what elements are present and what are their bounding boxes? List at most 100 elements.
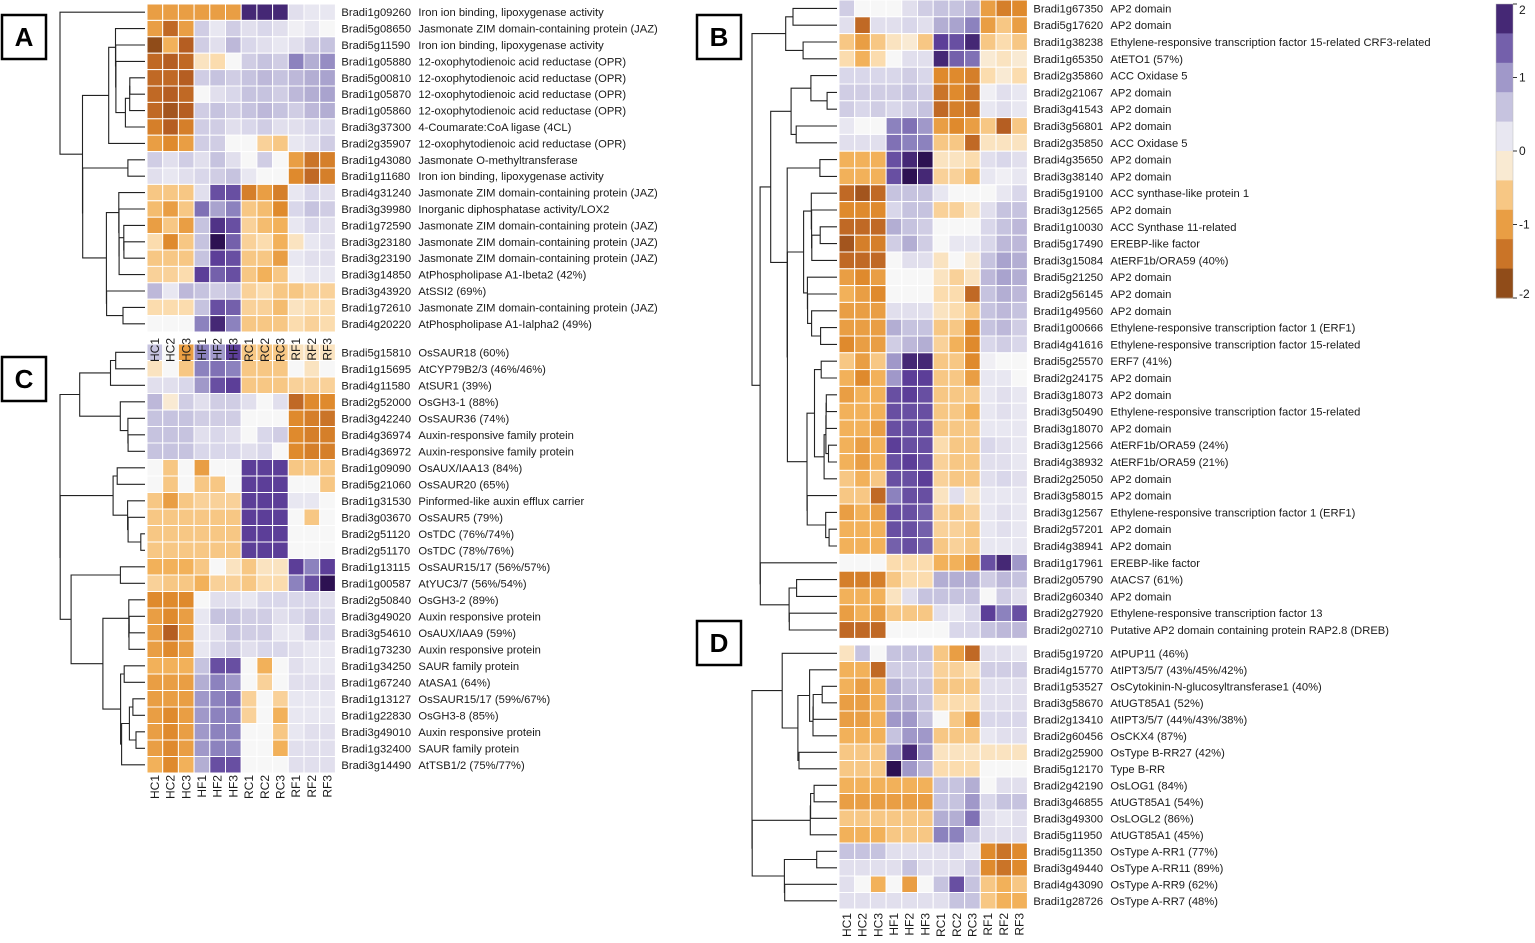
row-annotation: OsType A-RR11 (89%)	[1110, 863, 1223, 875]
heatmap-cell	[1011, 217, 1028, 236]
heatmap-cell	[995, 793, 1013, 811]
column-label: HC3	[179, 775, 193, 799]
legend-swatch	[1496, 180, 1513, 211]
row-annotation: OsSAUR36 (74%)	[418, 413, 509, 425]
heatmap-cell	[272, 118, 289, 136]
heatmap-cell	[932, 859, 950, 877]
heatmap-cell	[146, 574, 164, 592]
heatmap-cell	[932, 503, 950, 522]
row-label: Bradi2g60340	[1033, 591, 1103, 603]
row-annotation: OsCytokinin-N-glucosyltransferase1 (40%)	[1110, 681, 1322, 693]
heatmap-cell	[917, 875, 934, 893]
column-label: RC2	[258, 775, 272, 799]
heatmap-cell	[272, 216, 289, 235]
heatmap-cell	[885, 793, 903, 811]
heatmap-cell	[854, 184, 871, 203]
heatmap-cell	[272, 409, 289, 427]
heatmap-cell	[838, 694, 856, 712]
heatmap-cell	[979, 133, 997, 152]
row-annotation: AP2 domain	[1110, 205, 1171, 217]
row-label: Bradi2g35907	[341, 138, 411, 150]
heatmap-cell	[1011, 621, 1028, 639]
heatmap-cell	[885, 694, 903, 712]
heatmap-cell	[838, 710, 856, 728]
heatmap-cell	[177, 101, 195, 120]
row-annotation: OsAUX/IAA9 (59%)	[418, 628, 516, 640]
row-label: Bradi2g13410	[1033, 714, 1103, 726]
heatmap-cell	[287, 298, 305, 317]
dendrogram-branch	[784, 883, 837, 902]
heatmap-cell	[932, 301, 950, 320]
row-annotation: Jasmonate ZIM domain-containing protein …	[418, 253, 658, 265]
heatmap-cell	[901, 859, 918, 877]
row-label: Bradi4g43090	[1033, 879, 1103, 891]
heatmap-cell	[917, 760, 934, 778]
row-label: Bradi1g13115	[341, 562, 410, 574]
heatmap-cell	[319, 673, 336, 691]
heatmap-cell	[869, 318, 887, 337]
heatmap-cell	[838, 520, 856, 539]
heatmap-cell	[225, 101, 242, 120]
heatmap-cell	[193, 756, 211, 774]
row-label: Bradi3g49010	[341, 727, 411, 739]
heatmap-cell	[995, 117, 1013, 135]
heatmap-cell	[319, 216, 336, 235]
heatmap-cell	[838, 268, 856, 287]
heatmap-cell	[209, 426, 227, 444]
heatmap-cell	[1011, 268, 1028, 287]
heatmap-cell	[979, 537, 997, 555]
heatmap-cell	[948, 644, 966, 662]
heatmap-cell	[838, 0, 856, 18]
heatmap-cell	[256, 183, 274, 202]
row-annotation: 12-oxophytodienoic acid reductase (OPR)	[418, 56, 626, 68]
heatmap-cell	[932, 553, 950, 572]
heatmap-cell	[162, 640, 179, 658]
dendrogram-branch	[819, 226, 837, 245]
heatmap-cell	[209, 233, 227, 251]
heatmap-cell	[225, 200, 242, 218]
heatmap-cell	[256, 315, 274, 333]
row-annotation: AP2 domain	[1110, 87, 1171, 99]
dendrogram-branch	[798, 751, 837, 770]
heatmap-cell	[287, 574, 305, 592]
heatmap-cell	[209, 393, 227, 411]
heatmap-cell	[869, 419, 887, 438]
heatmap-cell	[885, 335, 903, 354]
heatmap-cell	[146, 739, 164, 757]
heatmap-cell	[885, 486, 903, 505]
heatmap-cell	[256, 541, 274, 559]
dendrogram-branch	[128, 623, 145, 650]
heatmap-cell	[964, 553, 981, 572]
heatmap-cell	[1011, 133, 1028, 152]
row-label: Bradi3g38140	[1033, 171, 1103, 183]
heatmap-cell	[146, 426, 164, 444]
heatmap-cell	[979, 727, 997, 745]
heatmap-cell	[193, 640, 211, 658]
heatmap-cell	[303, 426, 321, 444]
row-annotation: AP2 domain	[1110, 373, 1171, 385]
heatmap-cell	[209, 360, 227, 378]
heatmap-cell	[995, 694, 1013, 712]
heatmap-cell	[209, 200, 227, 218]
heatmap-cell	[225, 591, 242, 609]
row-annotation: OsTDC (76%/74%)	[418, 529, 514, 541]
heatmap-cell	[272, 167, 289, 185]
heatmap-cell	[964, 318, 981, 337]
heatmap-cell	[225, 118, 242, 136]
heatmap-cell	[209, 85, 227, 103]
heatmap-cell	[193, 36, 211, 54]
heatmap-cell	[146, 216, 164, 235]
heatmap-cell	[146, 183, 164, 202]
heatmap-cell	[193, 151, 211, 169]
legend-swatch	[1496, 121, 1513, 152]
dendrogram-branch	[123, 224, 145, 251]
heatmap-cell	[256, 3, 274, 21]
heatmap-cell	[917, 621, 934, 639]
heatmap-cell	[177, 3, 195, 21]
heatmap-cell	[964, 301, 981, 320]
heatmap-cell	[932, 520, 950, 539]
heatmap-cell	[303, 541, 321, 559]
heatmap-cell	[964, 570, 981, 589]
heatmap-cell	[979, 875, 997, 893]
heatmap-cell	[225, 393, 242, 411]
